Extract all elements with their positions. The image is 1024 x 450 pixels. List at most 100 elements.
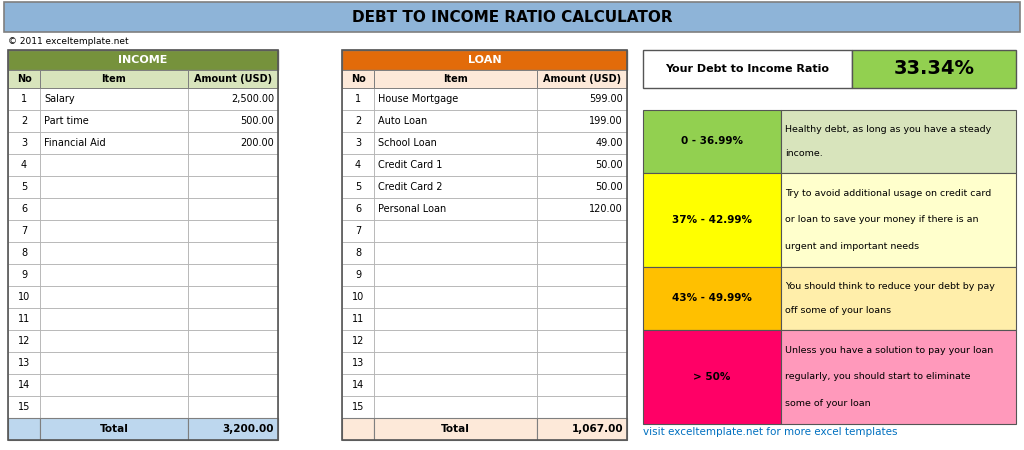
Text: 43% - 49.99%: 43% - 49.99% — [672, 293, 752, 303]
Bar — [40, 352, 188, 374]
Text: 37% - 42.99%: 37% - 42.99% — [672, 215, 752, 225]
Text: 15: 15 — [17, 402, 30, 412]
Bar — [188, 374, 278, 396]
Text: 13: 13 — [352, 358, 365, 368]
Bar — [537, 176, 627, 198]
Text: Amount (USD): Amount (USD) — [543, 74, 622, 84]
Bar — [188, 352, 278, 374]
Bar — [40, 308, 188, 330]
Bar — [342, 396, 374, 418]
Text: 599.00: 599.00 — [589, 94, 623, 104]
Text: 4: 4 — [20, 160, 27, 170]
Text: 1: 1 — [20, 94, 27, 104]
Bar — [342, 110, 374, 132]
Bar — [342, 264, 374, 286]
Text: 49.00: 49.00 — [596, 138, 623, 148]
Bar — [188, 330, 278, 352]
Bar — [188, 286, 278, 308]
Bar — [374, 396, 537, 418]
Text: Personal Loan: Personal Loan — [378, 204, 446, 214]
Bar — [188, 396, 278, 418]
Text: 10: 10 — [17, 292, 30, 302]
Bar — [188, 176, 278, 198]
Bar — [342, 132, 374, 154]
Bar — [374, 176, 537, 198]
Bar — [537, 88, 627, 110]
Text: 2: 2 — [355, 116, 361, 126]
Bar — [8, 330, 40, 352]
Text: 1: 1 — [355, 94, 361, 104]
Text: 200.00: 200.00 — [241, 138, 274, 148]
Bar — [40, 132, 188, 154]
Bar — [8, 50, 278, 440]
Text: No: No — [16, 74, 32, 84]
Bar — [537, 110, 627, 132]
Text: 5: 5 — [20, 182, 27, 192]
Text: 13: 13 — [17, 358, 30, 368]
Bar — [40, 418, 188, 440]
Bar — [8, 418, 40, 440]
Bar — [8, 352, 40, 374]
Bar — [537, 352, 627, 374]
Bar — [643, 50, 852, 88]
Text: urgent and important needs: urgent and important needs — [785, 242, 920, 251]
Bar — [342, 88, 374, 110]
Bar — [781, 267, 1016, 330]
Bar — [643, 267, 781, 330]
Text: Total: Total — [441, 424, 470, 434]
Text: © 2011 exceltemplate.net: © 2011 exceltemplate.net — [8, 37, 129, 46]
Bar — [537, 132, 627, 154]
Bar — [342, 352, 374, 374]
Bar — [40, 220, 188, 242]
Text: 4: 4 — [355, 160, 361, 170]
Bar — [8, 154, 40, 176]
Text: income.: income. — [785, 149, 822, 158]
Bar — [374, 352, 537, 374]
Bar — [4, 2, 1020, 32]
Text: 199.00: 199.00 — [590, 116, 623, 126]
Bar — [537, 264, 627, 286]
Bar — [40, 198, 188, 220]
Bar — [40, 396, 188, 418]
Bar — [643, 173, 781, 267]
Text: 6: 6 — [20, 204, 27, 214]
Bar — [188, 110, 278, 132]
Bar — [188, 70, 278, 88]
Text: 500.00: 500.00 — [241, 116, 274, 126]
Text: 50.00: 50.00 — [595, 160, 623, 170]
Bar — [852, 50, 1016, 88]
Bar — [188, 308, 278, 330]
Bar — [537, 374, 627, 396]
Text: Item: Item — [443, 74, 468, 84]
Bar — [537, 154, 627, 176]
Bar — [8, 374, 40, 396]
Text: Auto Loan: Auto Loan — [378, 116, 427, 126]
Text: off some of your loans: off some of your loans — [785, 306, 891, 315]
Text: 120.00: 120.00 — [589, 204, 623, 214]
Bar — [8, 308, 40, 330]
Text: 7: 7 — [355, 226, 361, 236]
Bar — [8, 286, 40, 308]
Bar — [781, 173, 1016, 267]
Bar — [342, 418, 374, 440]
Bar — [8, 110, 40, 132]
Bar — [40, 88, 188, 110]
Text: DEBT TO INCOME RATIO CALCULATOR: DEBT TO INCOME RATIO CALCULATOR — [351, 9, 673, 24]
Text: visit exceltemplate.net for more excel templates: visit exceltemplate.net for more excel t… — [643, 427, 897, 437]
Bar — [781, 330, 1016, 424]
Bar — [374, 286, 537, 308]
Text: 11: 11 — [352, 314, 365, 324]
Bar — [781, 110, 1016, 173]
Text: Healthy debt, as long as you have a steady: Healthy debt, as long as you have a stea… — [785, 125, 991, 134]
Bar — [374, 132, 537, 154]
Text: 3,200.00: 3,200.00 — [222, 424, 274, 434]
Bar — [537, 396, 627, 418]
Bar — [40, 70, 188, 88]
Text: > 50%: > 50% — [693, 372, 731, 382]
Bar — [643, 110, 781, 173]
Bar — [374, 154, 537, 176]
Bar — [8, 242, 40, 264]
Bar — [8, 198, 40, 220]
Bar — [342, 50, 627, 70]
Bar — [40, 154, 188, 176]
